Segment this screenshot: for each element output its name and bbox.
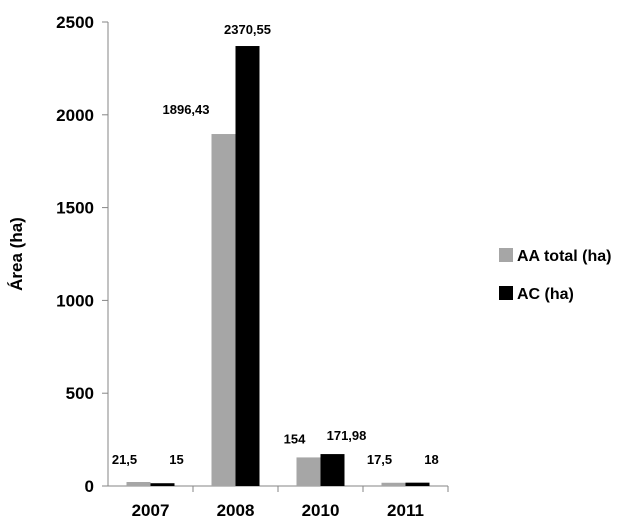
legend-label: AA total (ha) [517, 248, 612, 265]
bar [212, 134, 236, 486]
bar [297, 457, 321, 486]
y-tick-label: 1500 [56, 199, 94, 218]
x-tick-label: 2011 [387, 501, 424, 520]
data-label: 15 [169, 452, 183, 467]
x-axis: 2007 2008 2010 2011 [108, 486, 448, 520]
x-tick-label: 2010 [302, 501, 340, 520]
legend-swatch [499, 248, 513, 262]
x-tick-label: 2007 [132, 501, 170, 520]
bar [382, 483, 406, 486]
y-tick-label: 2000 [56, 106, 94, 125]
y-axis-title: Área (ha) [7, 217, 26, 291]
y-tick-label: 0 [85, 477, 94, 496]
legend: AA total (ha) AC (ha) [499, 248, 612, 303]
data-label: 1896,43 [163, 102, 210, 117]
bar [236, 46, 260, 486]
legend-label: AC (ha) [517, 286, 574, 303]
bar [406, 483, 430, 486]
data-label: 17,5 [367, 452, 392, 467]
x-tick-label: 2008 [217, 501, 255, 520]
data-label: 18 [424, 452, 438, 467]
bar [151, 483, 175, 486]
bar [127, 482, 151, 486]
data-label: 154 [284, 431, 306, 446]
data-label: 171,98 [327, 428, 367, 443]
legend-swatch [499, 286, 513, 300]
y-tick-label: 500 [66, 384, 94, 403]
data-label: 21,5 [112, 452, 137, 467]
y-tick-label: 1000 [56, 291, 94, 310]
bar [321, 454, 345, 486]
y-axis: 0 500 1000 1500 2000 2500 [56, 13, 108, 496]
y-tick-label: 2500 [56, 13, 94, 32]
data-label: 2370,55 [224, 22, 271, 37]
